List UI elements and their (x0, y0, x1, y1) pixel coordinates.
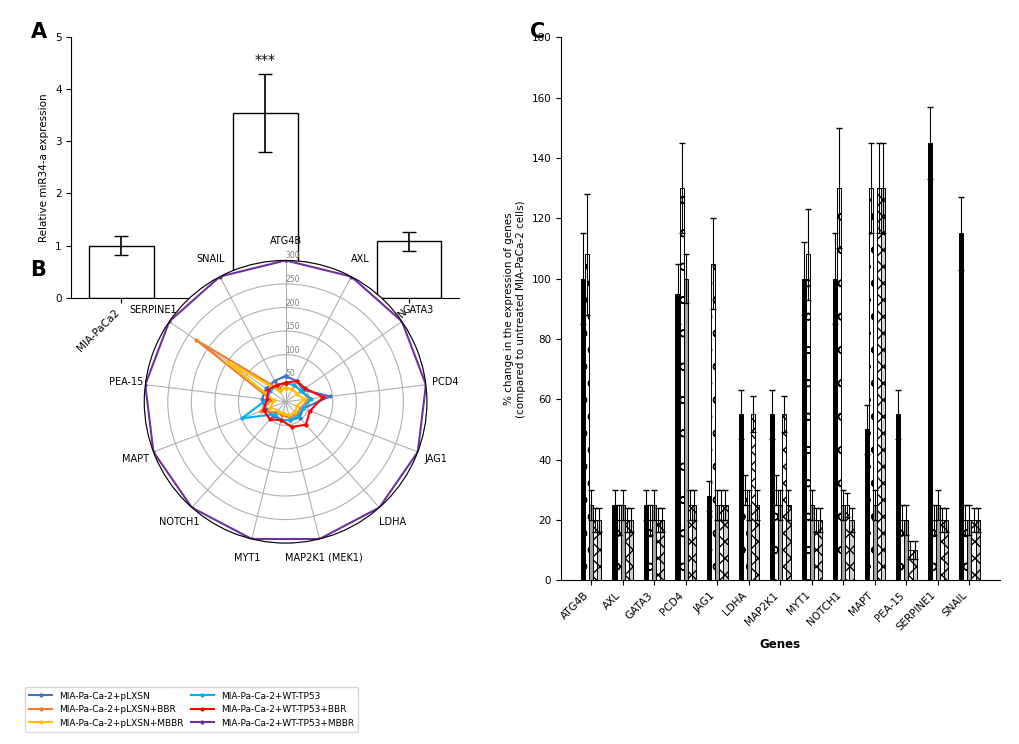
Bar (970, 520, 974, 580)
Bar (659, 520, 663, 580)
Bar (805, 254, 809, 580)
Bar (809, 505, 813, 580)
Bar (746, 505, 750, 580)
Bar (958, 234, 962, 580)
Bar (687, 505, 691, 580)
Y-axis label: Relative miR34-a expression: Relative miR34-a expression (40, 93, 50, 242)
Text: ***: *** (255, 54, 275, 68)
Bar (801, 278, 805, 580)
Bar (754, 505, 758, 580)
Bar (782, 414, 786, 580)
Text: C: C (530, 22, 545, 42)
Bar (908, 550, 912, 580)
X-axis label: Genes: Genes (759, 638, 800, 651)
Bar (647, 520, 651, 580)
Bar (940, 520, 944, 580)
Bar (849, 520, 853, 580)
Bar (896, 414, 900, 580)
Bar (655, 520, 659, 580)
Bar (935, 505, 940, 580)
Legend: MIA-Pa-Ca-2+pLXSN, MIA-Pa-Ca-2+pLXSN+BBR, MIA-Pa-Ca-2+pLXSN+MBBR, MIA-Pa-Ca-2+WT: MIA-Pa-Ca-2+pLXSN, MIA-Pa-Ca-2+pLXSN+BBR… (24, 687, 358, 732)
Bar (841, 505, 845, 580)
X-axis label: Cell types: Cell types (232, 396, 298, 409)
Bar (738, 414, 742, 580)
Bar (777, 505, 782, 580)
Bar (593, 520, 597, 580)
Bar (710, 263, 714, 580)
Text: A: A (31, 22, 47, 42)
Bar (750, 414, 754, 580)
Bar (966, 520, 970, 580)
Bar (926, 143, 930, 580)
Bar (615, 520, 620, 580)
Bar (817, 520, 821, 580)
Bar (597, 520, 601, 580)
Bar (624, 520, 629, 580)
Bar (722, 505, 727, 580)
Bar (876, 188, 880, 580)
Bar (880, 188, 884, 580)
Bar (944, 520, 948, 580)
Bar (773, 490, 777, 580)
Bar (585, 254, 589, 580)
Bar (833, 278, 837, 580)
Bar (376, 241, 441, 298)
Bar (900, 520, 904, 580)
Bar (691, 505, 695, 580)
Bar (683, 278, 687, 580)
Bar (742, 490, 746, 580)
Bar (620, 505, 624, 580)
Bar (232, 112, 298, 298)
Bar (89, 246, 154, 298)
Bar (679, 188, 683, 580)
Bar (611, 505, 615, 580)
Bar (589, 505, 593, 580)
Y-axis label: % change in the expression of genes
(compared to untreated MIA-PaCa-2 cells): % change in the expression of genes (com… (503, 200, 526, 417)
Bar (651, 505, 655, 580)
Bar (643, 505, 647, 580)
Bar (769, 414, 773, 580)
Bar (706, 496, 710, 580)
Bar (629, 520, 633, 580)
Bar (813, 520, 817, 580)
Bar (974, 520, 978, 580)
Bar (837, 188, 841, 580)
Bar (864, 429, 868, 580)
Bar (714, 505, 718, 580)
Text: B: B (31, 260, 47, 280)
Bar (930, 520, 935, 580)
Bar (904, 520, 908, 580)
Bar (581, 278, 585, 580)
Bar (786, 505, 790, 580)
Bar (845, 505, 849, 580)
Bar (718, 505, 722, 580)
Bar (872, 505, 876, 580)
Bar (675, 294, 679, 580)
Bar (868, 188, 872, 580)
Bar (962, 520, 966, 580)
Bar (912, 550, 916, 580)
